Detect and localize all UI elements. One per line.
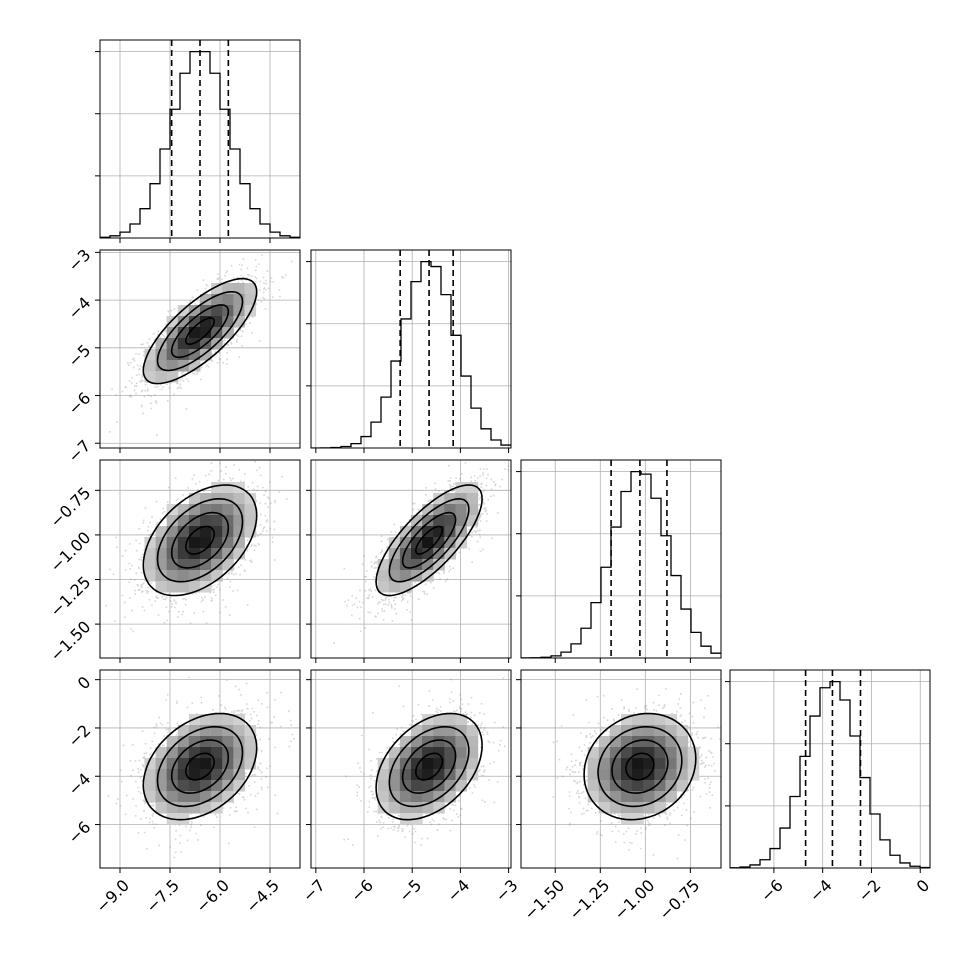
x-tick-label: −4 — [443, 876, 473, 906]
contour-level-2 — [170, 739, 230, 794]
contour-level-4 — [583, 712, 697, 821]
contour-level-1 — [184, 752, 215, 781]
x-tick-label: −6 — [757, 876, 787, 906]
contour-level-3 — [388, 726, 470, 808]
x-tick-label: −6 — [347, 876, 377, 906]
contour-level-3 — [388, 497, 470, 583]
scatter-panel-3-0: −6 −4 −2 0 −9.0 −7.5 −6.0 −4.5 — [64, 669, 301, 917]
y-tick-label: −6 — [64, 388, 94, 418]
panel-frame — [99, 459, 301, 659]
contour-level-4 — [142, 277, 258, 385]
x-tick-label: 0 — [913, 876, 934, 897]
hist-panel-2 — [516, 459, 722, 663]
contour-level-3 — [156, 291, 244, 372]
x-tick-label: −6.0 — [192, 876, 233, 917]
scatter-panel-3-2: −1.50−1.25−1.00−0.75 — [516, 669, 722, 924]
x-tick-label: −5 — [395, 876, 425, 906]
panel-frame — [99, 669, 301, 869]
panel-frame — [99, 39, 301, 239]
contour-level-4 — [142, 712, 258, 821]
x-tick-label: −1.25 — [565, 876, 613, 924]
histogram-step — [730, 680, 930, 868]
contour-level-2 — [401, 511, 457, 569]
contour-level-3 — [156, 725, 244, 808]
x-tick-label: −1.00 — [610, 876, 658, 924]
contour-level-3 — [597, 726, 683, 808]
x-tick-label: −3 — [492, 876, 522, 906]
contour-level-2 — [611, 739, 669, 794]
panel-frame — [310, 249, 512, 449]
contour-level-2 — [170, 304, 230, 359]
hist-panel-3: −6 −4 −2 0 — [725, 669, 934, 906]
y-tick-label: −2 — [64, 721, 94, 751]
x-tick-label: −2 — [854, 876, 884, 906]
contour-level-1 — [184, 317, 215, 345]
contour-level-1 — [414, 752, 444, 781]
y-tick-label: −4 — [64, 769, 94, 799]
scatter-panel-3-1: −7 −6 −5 −4 −3 — [299, 669, 522, 906]
y-tick-label: −4 — [64, 293, 94, 323]
histogram-step — [311, 260, 511, 448]
contour-level-3 — [156, 497, 244, 583]
panel-frame — [520, 459, 722, 659]
contour-level-1 — [625, 752, 655, 781]
panel-frame — [729, 669, 931, 869]
histogram-step — [521, 470, 721, 658]
contour-level-1 — [184, 525, 215, 555]
panel-frame — [99, 249, 301, 449]
x-tick-label: −7.5 — [142, 876, 183, 917]
y-tick-label: −1.00 — [46, 528, 94, 576]
contour-level-2 — [401, 739, 457, 794]
hist-panel-0 — [95, 39, 301, 243]
scatter-panel-1-0: −7 −6 −5 −4 −3 — [64, 245, 301, 466]
y-tick-label: 0 — [74, 673, 95, 694]
contour-level-4 — [375, 712, 483, 821]
y-tick-label: −7 — [64, 436, 94, 466]
hist-panel-1 — [306, 249, 512, 453]
x-tick-label: −4 — [806, 876, 836, 906]
panel-frame — [310, 459, 512, 659]
x-tick-label: −9.0 — [92, 876, 133, 917]
x-tick-label: −0.75 — [655, 876, 703, 924]
contour-level-2 — [170, 511, 230, 569]
panel-frame — [520, 669, 722, 869]
scatter-panel-2-0: −1.50−1.25−1.00−0.75 — [46, 459, 301, 665]
y-tick-label: −3 — [64, 245, 94, 275]
y-tick-label: −1.50 — [46, 617, 94, 665]
scatter-panel-2-1 — [306, 459, 512, 663]
contour-level-1 — [414, 525, 444, 555]
y-tick-label: −6 — [64, 817, 94, 847]
x-tick-label: −7 — [299, 876, 329, 906]
y-tick-label: −5 — [64, 341, 94, 371]
contour-level-4 — [375, 484, 483, 597]
contour-level-4 — [142, 484, 258, 597]
y-tick-label: −0.75 — [46, 483, 94, 531]
x-tick-label: −4.5 — [242, 876, 283, 917]
x-tick-label: −1.50 — [520, 876, 568, 924]
panel-frame — [310, 669, 512, 869]
y-tick-label: −1.25 — [46, 572, 94, 620]
